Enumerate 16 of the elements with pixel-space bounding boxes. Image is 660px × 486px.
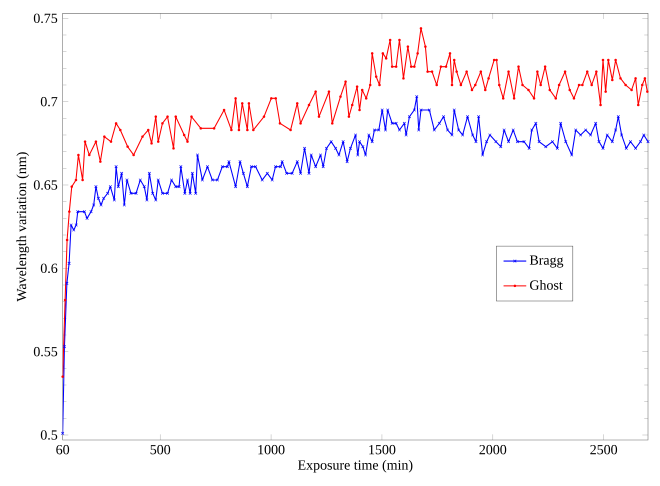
legend-label: Bragg xyxy=(530,255,564,268)
legend-label: Ghost xyxy=(530,280,563,290)
y-tick-label: 0.6 xyxy=(40,264,58,274)
y-tick-label: 0.65 xyxy=(34,180,58,190)
y-axis-title: Wavelength variation (nm) xyxy=(16,152,30,302)
x-axis-title: Exposure time (min) xyxy=(298,460,412,473)
x-tick-label: 1500 xyxy=(369,444,396,454)
x-tick-label: 2000 xyxy=(479,444,506,454)
x-tick-label: 60 xyxy=(56,444,70,454)
y-tick-label: 0.5 xyxy=(40,430,58,440)
y-tick-label: 0.55 xyxy=(34,346,58,356)
y-tick-label: 0.75 xyxy=(34,14,58,24)
x-tick-label: 1000 xyxy=(258,444,284,454)
y-tick-label: 0.7 xyxy=(40,96,58,106)
x-tick-label: 500 xyxy=(150,444,170,454)
x-tick-label: 2500 xyxy=(590,444,618,454)
